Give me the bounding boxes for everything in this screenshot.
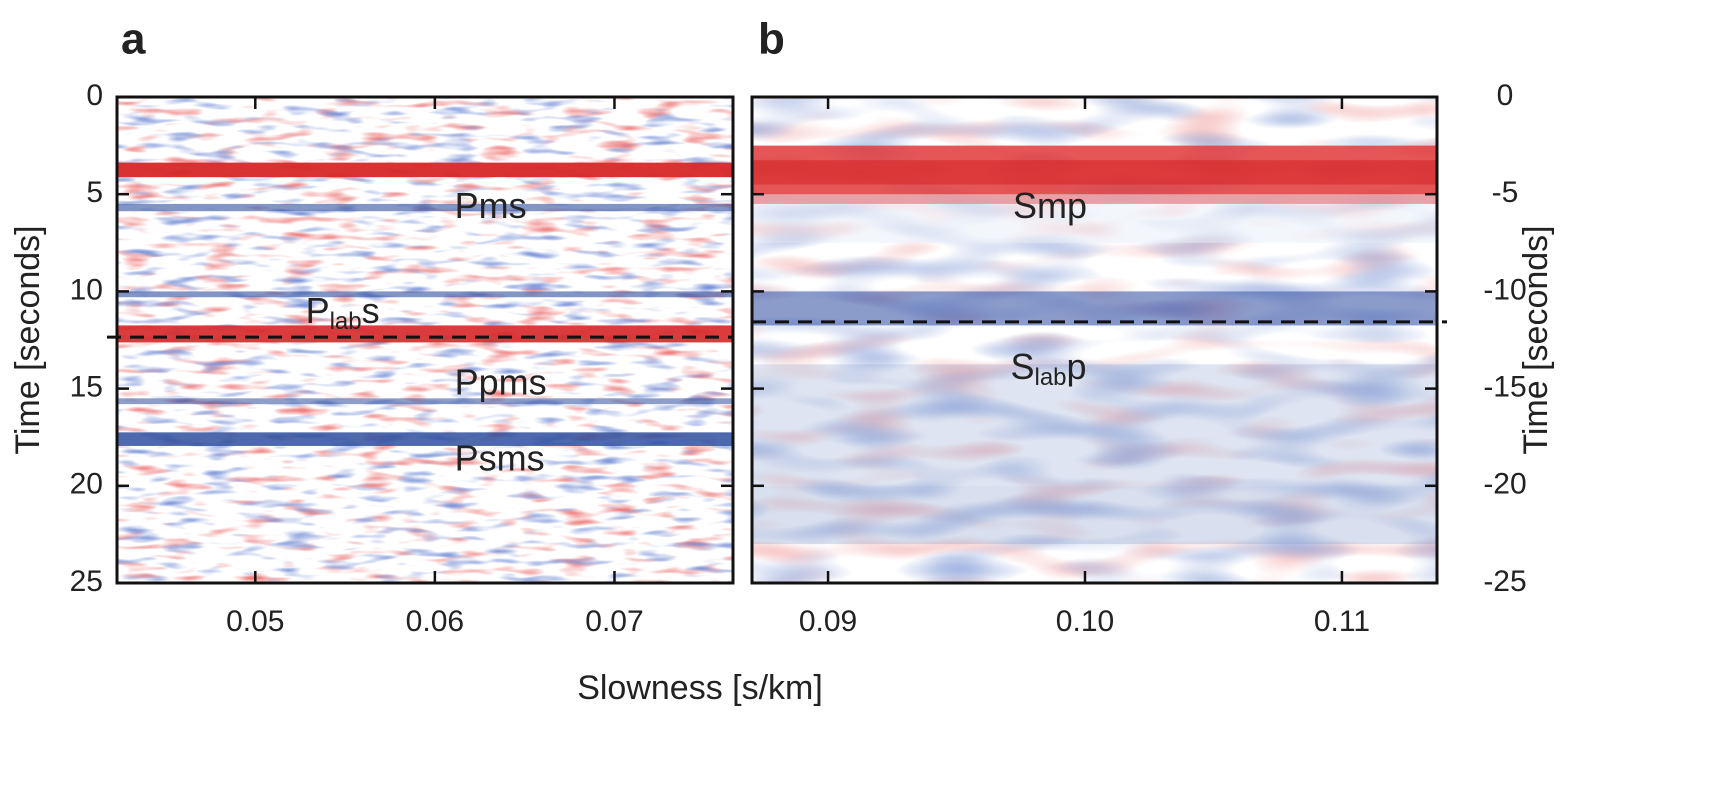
seismic-band <box>117 325 733 343</box>
y-axis-label: Time [seconds] <box>1517 225 1555 454</box>
y-tick-label: -15 <box>1483 371 1526 404</box>
y-tick-label: 25 <box>70 565 103 598</box>
plot-frame <box>115 95 735 585</box>
annotation: Ppms <box>455 361 547 402</box>
annotation-subscript: lab <box>1034 365 1066 392</box>
annotation: Pms <box>455 184 527 225</box>
x-tick-label: 0.10 <box>1056 605 1114 638</box>
y-tick-label: 5 <box>86 176 103 209</box>
panel-label: a <box>121 15 146 64</box>
seismic-band <box>752 364 1437 486</box>
annotation-text: p <box>1067 346 1087 387</box>
plot-area <box>752 97 1437 583</box>
x-tick-label: 0.09 <box>799 605 857 638</box>
annotation-text: P <box>306 289 330 330</box>
seismic-band <box>117 203 733 212</box>
y-tick-label: 10 <box>70 273 103 306</box>
y-tick-label: 15 <box>70 371 103 404</box>
annotation: Plabs <box>306 289 380 335</box>
y-tick-label: 0 <box>86 79 103 112</box>
x-tick-label: 0.06 <box>406 605 464 638</box>
seismic-band <box>117 398 733 405</box>
annotation-text: s <box>362 289 380 330</box>
y-tick-label: 20 <box>70 468 103 501</box>
x-tick-label: 0.07 <box>585 605 643 638</box>
plot-frame <box>750 95 1439 585</box>
y-tick-label: 0 <box>1497 79 1514 112</box>
y-tick-label: -10 <box>1483 273 1526 306</box>
seismic-band <box>752 194 1437 243</box>
panel-label: b <box>758 15 785 64</box>
y-tick-label: -25 <box>1483 565 1526 598</box>
seismic-band <box>752 485 1437 545</box>
annotation: Psms <box>455 437 545 478</box>
annotation-text: Ppms <box>455 361 547 402</box>
x-tick-label: 0.05 <box>226 605 284 638</box>
annotation: Slabp <box>1010 346 1086 392</box>
y-tick-label: -20 <box>1483 468 1526 501</box>
annotation: Smp <box>1013 184 1087 225</box>
annotation-text: Psms <box>455 437 545 478</box>
plot-area <box>117 97 733 583</box>
seismic-band <box>117 162 733 178</box>
x-axis-label: Slowness [s/km] <box>577 669 823 707</box>
annotation-text: S <box>1010 346 1034 387</box>
y-axis-label: Time [seconds] <box>9 225 47 454</box>
y-tick-label: -5 <box>1492 176 1519 209</box>
annotation-text: Smp <box>1013 184 1087 225</box>
x-tick-label: 0.11 <box>1314 605 1370 638</box>
annotation-text: Pms <box>455 184 527 225</box>
seismic-band <box>117 432 733 446</box>
seismic-band <box>117 291 733 298</box>
seismic-band <box>752 160 1437 185</box>
annotation-subscript: lab <box>330 308 362 335</box>
seismic-band <box>752 291 1437 326</box>
